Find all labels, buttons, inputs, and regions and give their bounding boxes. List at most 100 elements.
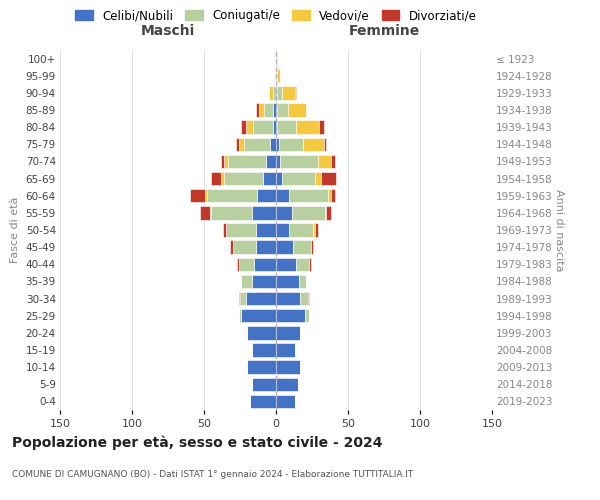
Bar [280,154,318,168]
Bar [276,189,289,202]
Bar [251,344,276,356]
Bar [287,104,306,117]
Bar [276,326,301,340]
Bar [247,360,276,374]
Bar [205,189,207,202]
Text: COMUNE DI CAMUGNANO (BO) - Dati ISTAT 1° gennaio 2024 - Elaborazione TUTTITALIA.: COMUNE DI CAMUGNANO (BO) - Dati ISTAT 1°… [12,470,413,479]
Bar [239,292,240,306]
Bar [276,120,277,134]
Bar [320,172,337,186]
Bar [263,172,276,186]
Bar [273,120,276,134]
Bar [251,378,276,391]
Bar [292,206,325,220]
Bar [250,394,276,408]
Bar [211,172,221,186]
Bar [276,378,298,391]
Bar [239,138,244,151]
Bar [273,86,276,100]
Bar [207,189,257,202]
Bar [273,104,276,117]
Bar [240,292,246,306]
Bar [289,224,313,236]
Bar [313,224,315,236]
Bar [304,138,323,151]
Bar [295,86,296,100]
Bar [276,52,277,66]
Bar [311,240,313,254]
Bar [241,120,246,134]
Text: Femmine: Femmine [349,24,419,38]
Bar [221,154,224,168]
Bar [241,309,276,322]
Bar [277,120,296,134]
Bar [239,309,241,322]
Bar [296,120,319,134]
Bar [244,138,270,151]
Bar [265,104,273,117]
Bar [256,104,259,117]
Bar [315,172,320,186]
Bar [282,172,315,186]
Bar [323,138,326,151]
Bar [190,189,205,202]
Bar [254,258,276,271]
Bar [256,240,276,254]
Bar [233,240,256,254]
Bar [224,154,229,168]
Bar [277,69,280,82]
Bar [318,154,331,168]
Bar [279,138,304,151]
Bar [331,154,335,168]
Bar [210,206,211,220]
Bar [277,86,282,100]
Bar [308,292,309,306]
Bar [221,172,224,186]
Bar [276,258,296,271]
Bar [259,104,265,117]
Bar [241,274,251,288]
Y-axis label: Fasce di età: Fasce di età [10,197,20,263]
Bar [328,189,331,202]
Bar [293,240,311,254]
Bar [276,138,279,151]
Bar [296,258,309,271]
Bar [315,224,318,236]
Text: Popolazione per età, sesso e stato civile - 2024: Popolazione per età, sesso e stato civil… [12,435,383,450]
Bar [275,69,276,82]
Bar [200,206,210,220]
Bar [247,326,276,340]
Bar [246,120,253,134]
Bar [253,120,273,134]
Bar [270,138,276,151]
Bar [276,206,292,220]
Bar [276,292,301,306]
Bar [269,86,273,100]
Bar [276,86,277,100]
Bar [326,206,331,220]
Bar [282,86,295,100]
Bar [276,360,301,374]
Bar [223,224,226,236]
Legend: Celibi/Nubili, Coniugati/e, Vedovi/e, Divorziati/e: Celibi/Nubili, Coniugati/e, Vedovi/e, Di… [72,6,480,25]
Bar [211,206,251,220]
Bar [276,394,295,408]
Bar [251,274,276,288]
Bar [224,172,263,186]
Bar [276,344,295,356]
Bar [237,258,239,271]
Bar [229,154,266,168]
Bar [276,104,277,117]
Bar [301,292,308,306]
Bar [276,172,282,186]
Bar [319,120,323,134]
Y-axis label: Anni di nascita: Anni di nascita [554,188,564,271]
Bar [239,258,254,271]
Bar [276,309,305,322]
Text: Maschi: Maschi [141,24,195,38]
Bar [266,154,276,168]
Bar [289,189,328,202]
Bar [226,224,256,236]
Bar [276,224,289,236]
Bar [277,104,287,117]
